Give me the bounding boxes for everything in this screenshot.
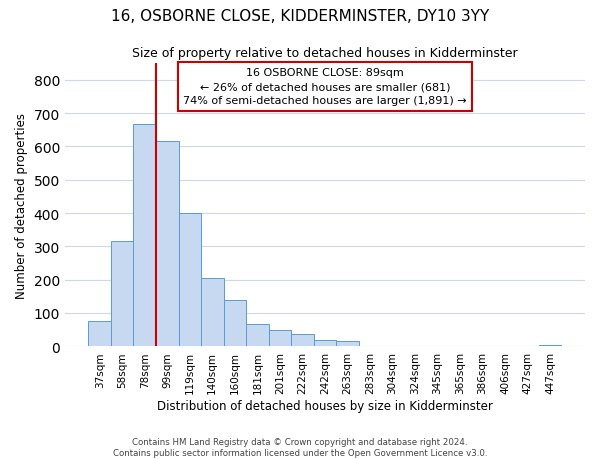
Bar [539, 345, 562, 347]
Title: Size of property relative to detached houses in Kidderminster: Size of property relative to detached ho… [132, 47, 518, 60]
X-axis label: Distribution of detached houses by size in Kidderminster: Distribution of detached houses by size … [157, 399, 493, 412]
Bar [246, 324, 269, 347]
Bar [269, 330, 291, 347]
Text: 16, OSBORNE CLOSE, KIDDERMINSTER, DY10 3YY: 16, OSBORNE CLOSE, KIDDERMINSTER, DY10 3… [111, 9, 489, 24]
Bar [201, 278, 224, 347]
Bar [133, 124, 156, 347]
Bar [224, 301, 246, 347]
Bar [111, 242, 133, 347]
Text: Contains HM Land Registry data © Crown copyright and database right 2024.
Contai: Contains HM Land Registry data © Crown c… [113, 437, 487, 457]
Bar [156, 142, 179, 347]
Text: 16 OSBORNE CLOSE: 89sqm
← 26% of detached houses are smaller (681)
74% of semi-d: 16 OSBORNE CLOSE: 89sqm ← 26% of detache… [183, 68, 467, 106]
Bar [179, 213, 201, 347]
Bar [336, 341, 359, 347]
Bar [88, 322, 111, 347]
Bar [291, 334, 314, 347]
Bar [314, 341, 336, 347]
Y-axis label: Number of detached properties: Number of detached properties [15, 112, 28, 298]
